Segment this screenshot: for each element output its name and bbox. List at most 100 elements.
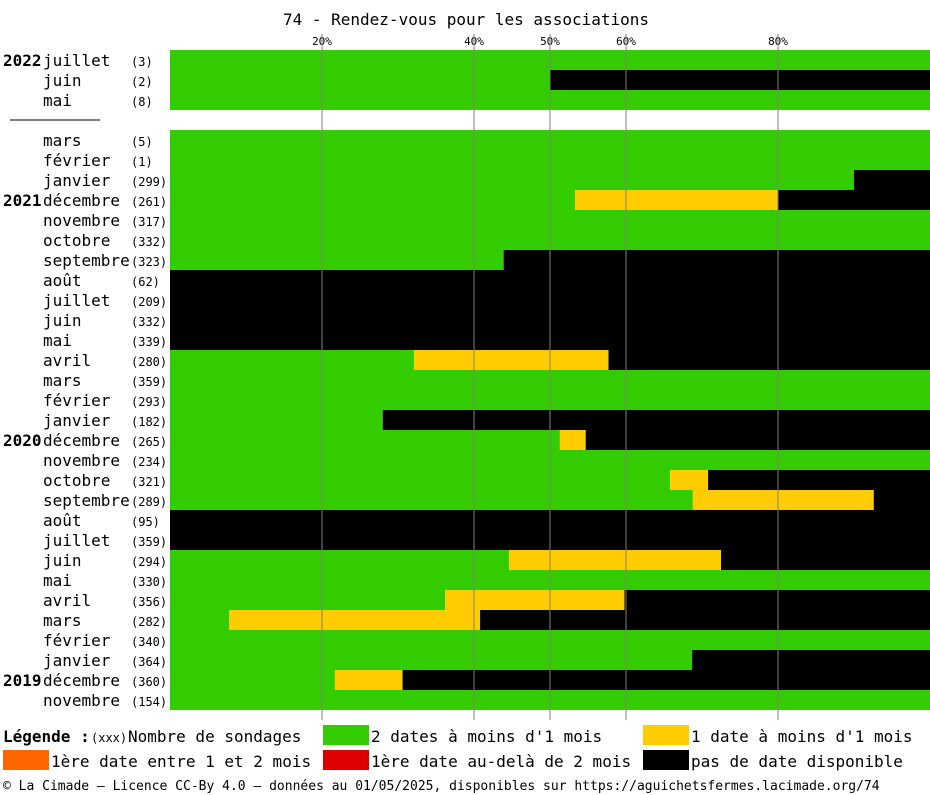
month-label: décembre: [43, 431, 120, 450]
bar-segment-yellow: [559, 430, 586, 450]
month-label: novembre: [43, 451, 120, 470]
month-label: décembre: [43, 671, 120, 690]
bar-segment-black: [608, 350, 930, 370]
bar-segment-green: [170, 590, 446, 610]
count-label: (330): [131, 575, 167, 589]
bar-segment-green: [170, 70, 550, 90]
year-label: 2021: [3, 191, 42, 210]
bar-segment-black: [503, 250, 930, 270]
count-label: (182): [131, 415, 167, 429]
bar-segment-black: [382, 410, 930, 430]
month-label: décembre: [43, 191, 120, 210]
month-label: février: [43, 151, 111, 170]
bar-segment-yellow: [334, 670, 403, 690]
bar-segment-green: [170, 430, 560, 450]
month-label: janvier: [43, 171, 111, 190]
count-label: (8): [131, 95, 153, 109]
count-label: (95): [131, 515, 160, 529]
count-label: (154): [131, 695, 167, 709]
count-label: (3): [131, 55, 153, 69]
count-label: (359): [131, 375, 167, 389]
month-label: juillet: [43, 291, 110, 310]
chart-title: 74 - Rendez-vous pour les associations: [283, 10, 649, 29]
bar-segment-black: [873, 490, 930, 510]
month-label: mai: [43, 571, 72, 590]
gridlines: [321, 34, 779, 720]
count-label: (360): [131, 675, 167, 689]
year-label: 2022: [3, 51, 42, 70]
year-label: 2019: [3, 671, 42, 690]
row-labels: 2022 juillet (3)juin (2)mai (8)mars (5)févrie…: [3, 51, 167, 710]
month-label: juillet: [43, 531, 110, 550]
footer: © La Cimade — Licence CC-By 4.0 — donnée…: [3, 779, 880, 794]
count-label: (293): [131, 395, 167, 409]
bar-segment-green: [170, 650, 693, 670]
legend-count-key: (xxx): [91, 731, 127, 745]
bar-segment-black: [550, 70, 930, 90]
bar-segment-yellow: [413, 350, 609, 370]
legend-label-black: pas de date disponible: [691, 752, 903, 771]
month-label: janvier: [43, 651, 111, 670]
month-label: mars: [43, 131, 82, 150]
bar-segment-yellow: [445, 590, 625, 610]
month-label: juillet: [43, 51, 110, 70]
legend-label-green: 2 dates à moins d'1 mois: [371, 727, 602, 746]
month-label: février: [43, 391, 111, 410]
count-label: (317): [131, 215, 167, 229]
month-label: novembre: [43, 691, 120, 710]
count-label: (359): [131, 535, 167, 549]
count-label: (280): [131, 355, 167, 369]
bar-segment-green: [170, 670, 335, 690]
legend-count-label: Nombre de sondages: [128, 727, 301, 746]
bar-segment-green: [170, 350, 414, 370]
count-label: (340): [131, 635, 167, 649]
count-label: (323): [131, 255, 167, 269]
legend-swatch-green: [323, 725, 369, 745]
bar-segment-green: [170, 610, 230, 630]
bar-segment-green: [170, 190, 576, 210]
bar-segment-black: [692, 650, 930, 670]
bar-segment-yellow: [670, 470, 709, 490]
legend-label-yellow: 1 date à moins d'1 mois: [691, 727, 913, 746]
legend-swatch-yellow: [643, 725, 689, 745]
count-label: (332): [131, 235, 167, 249]
bar-segment-green: [170, 550, 509, 570]
bar-segment-green: [170, 250, 504, 270]
count-label: (289): [131, 495, 167, 509]
count-label: (234): [131, 455, 167, 469]
bar-segment-green: [170, 170, 854, 190]
legend-swatch-red: [323, 750, 369, 770]
month-label: août: [43, 511, 82, 530]
month-label: octobre: [43, 231, 110, 250]
month-label: mars: [43, 611, 82, 630]
month-label: avril: [43, 591, 91, 610]
bar-segment-black: [721, 550, 930, 570]
bar-segment-black: [854, 170, 930, 190]
count-label: (1): [131, 155, 153, 169]
month-label: juin: [43, 311, 82, 330]
month-label: octobre: [43, 471, 110, 490]
count-label: (356): [131, 595, 167, 609]
month-label: septembre: [43, 491, 130, 510]
count-label: (5): [131, 135, 153, 149]
month-label: septembre: [43, 251, 130, 270]
count-label: (261): [131, 195, 167, 209]
bar-segment-yellow: [575, 190, 778, 210]
bar-segment-green: [170, 490, 693, 510]
count-label: (294): [131, 555, 167, 569]
count-label: (339): [131, 335, 167, 349]
bar-segment-yellow: [692, 490, 874, 510]
count-label: (282): [131, 615, 167, 629]
legend-title: Légende :: [3, 727, 90, 746]
bar-segment-black: [778, 190, 930, 210]
bar-segment-yellow: [508, 550, 721, 570]
count-label: (209): [131, 295, 167, 309]
month-label: janvier: [43, 411, 111, 430]
bar-segment-black: [624, 590, 930, 610]
month-label: mai: [43, 91, 72, 110]
count-label: (265): [131, 435, 167, 449]
month-label: mars: [43, 371, 82, 390]
bar-segment-black: [708, 470, 930, 490]
month-label: août: [43, 271, 82, 290]
